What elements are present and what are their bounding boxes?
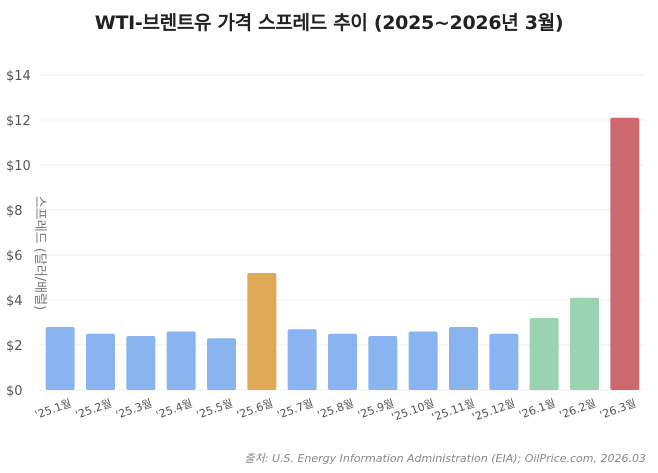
x-tick-label: '25.10월: [390, 397, 436, 424]
bar: [166, 331, 196, 390]
x-tick-label: '25.4월: [154, 397, 194, 422]
y-axis-ticks: $0 $2 $4 $6 $8 $10 $12 $14: [6, 69, 31, 399]
bar: [328, 333, 357, 390]
bar: [287, 329, 317, 390]
bar: [207, 338, 236, 390]
y-tick-label: $8: [6, 204, 23, 219]
bar: [368, 336, 398, 390]
x-tick-label: '25.7월: [275, 397, 315, 422]
y-tick-label: $2: [6, 339, 23, 354]
bar: [408, 331, 438, 390]
y-tick-label: $10: [6, 159, 31, 174]
chart-title: WTI-브렌트유 가격 스프레드 추이 (2025~2026년 3월): [94, 12, 564, 34]
x-tick-label: '25.6월: [235, 397, 275, 422]
x-tick-label: '26.1월: [517, 397, 557, 422]
bar: [610, 117, 640, 390]
bar: [126, 336, 156, 390]
x-tick-label: '26.2월: [558, 397, 598, 422]
bar: [489, 333, 519, 390]
source-note: 출처: U.S. Energy Information Administrati…: [244, 452, 647, 465]
x-tick-label: '25.3월: [114, 397, 154, 422]
x-tick-label: '26.3월: [598, 397, 638, 422]
bar: [570, 297, 599, 390]
x-tick-label: '25.8월: [316, 397, 356, 422]
y-tick-label: $14: [6, 69, 31, 84]
x-tick-label: '25.1월: [33, 397, 73, 422]
y-tick-label: $6: [6, 249, 23, 264]
bar: [45, 327, 75, 390]
x-axis-ticks: '25.1월 '25.2월 '25.3월 '25.4월 '25.5월 '25.6월 '25.…: [33, 397, 637, 424]
y-axis-label: 스프레드 (달러/배럴): [32, 196, 47, 310]
x-tick-label: '25.9월: [356, 397, 396, 422]
y-tick-label: $4: [6, 294, 23, 309]
bar: [449, 327, 478, 390]
bars: [45, 117, 640, 390]
x-tick-label: '25.2월: [74, 397, 114, 422]
y-tick-label: $12: [6, 114, 31, 129]
x-tick-label: '25.11월: [430, 397, 476, 424]
y-tick-label: $0: [6, 384, 23, 399]
bar: [86, 333, 115, 390]
x-tick-label: '25.5월: [195, 397, 235, 422]
bar: [247, 273, 277, 390]
x-tick-label: '25.12월: [470, 397, 516, 424]
bar: [529, 318, 559, 390]
